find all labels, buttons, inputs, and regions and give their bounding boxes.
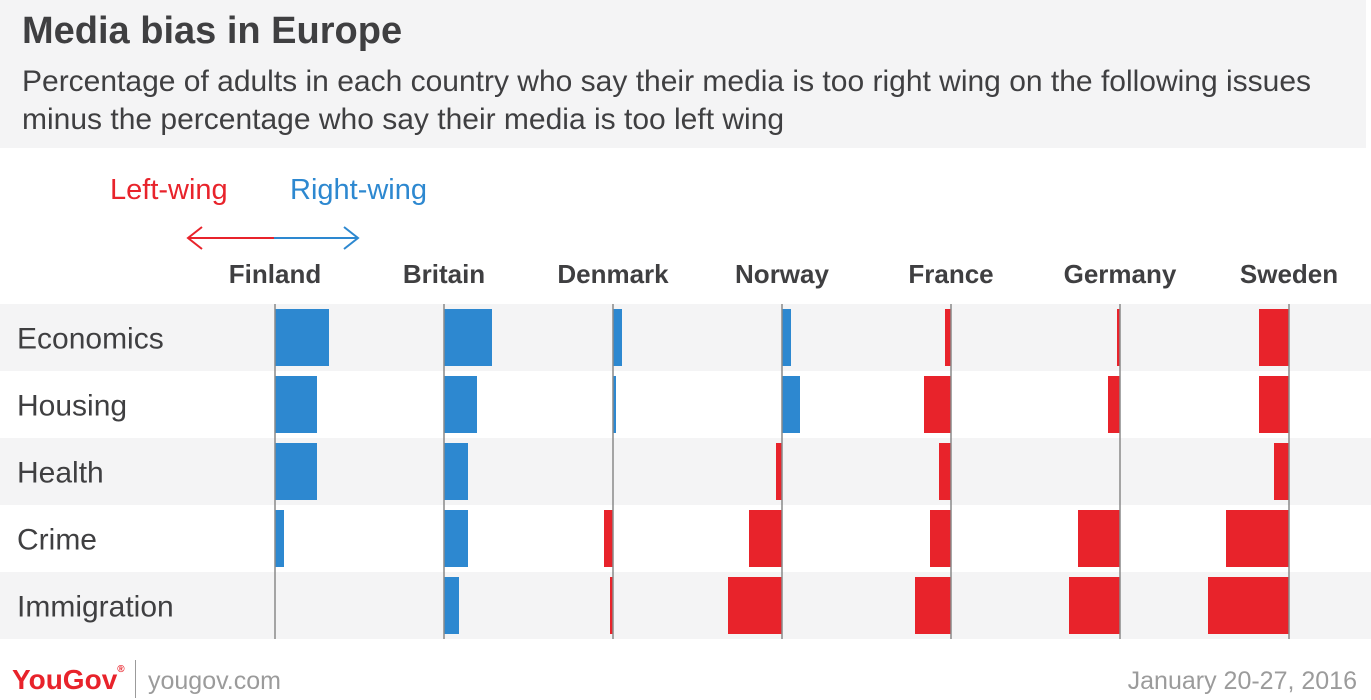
bar-norway-housing	[782, 376, 800, 433]
bar-britain-housing	[444, 376, 477, 433]
row-band	[0, 371, 1371, 438]
country-label-finland: Finland	[229, 259, 321, 289]
bar-france-immigration	[915, 577, 951, 634]
bar-britain-crime	[444, 510, 468, 567]
bar-denmark-crime	[604, 510, 613, 567]
header-panel: Media bias in Europe Percentage of adult…	[0, 0, 1366, 148]
bar-norway-health	[776, 443, 782, 500]
country-label-germany: Germany	[1064, 259, 1177, 289]
bar-sweden-health	[1274, 443, 1289, 500]
bar-sweden-crime	[1226, 510, 1289, 567]
bar-denmark-economics	[613, 309, 622, 366]
row-label-crime: Crime	[17, 524, 97, 557]
chart-title: Media bias in Europe	[22, 10, 403, 52]
bar-france-economics	[945, 309, 951, 366]
legend-left-wing-label: Left-wing	[110, 174, 228, 206]
bar-britain-economics	[444, 309, 492, 366]
country-label-sweden: Sweden	[1240, 259, 1338, 289]
row-band	[0, 304, 1371, 371]
bar-france-crime	[930, 510, 951, 567]
bar-britain-health	[444, 443, 468, 500]
row-label-immigration: Immigration	[17, 591, 174, 624]
bar-norway-crime	[749, 510, 782, 567]
bar-germany-housing	[1108, 376, 1120, 433]
footer-date: January 20-27, 2016	[1127, 667, 1357, 695]
row-band	[0, 572, 1371, 639]
bar-sweden-economics	[1259, 309, 1289, 366]
bar-denmark-housing	[613, 376, 616, 433]
bar-finland-economics	[275, 309, 329, 366]
row-label-economics: Economics	[17, 323, 164, 356]
country-label-france: France	[908, 259, 993, 289]
bar-germany-crime	[1078, 510, 1120, 567]
legend-right-wing-label: Right-wing	[290, 174, 427, 206]
bar-finland-housing	[275, 376, 317, 433]
country-label-norway: Norway	[735, 259, 829, 289]
bar-germany-economics	[1117, 309, 1120, 366]
bar-denmark-immigration	[610, 577, 613, 634]
bar-france-health	[939, 443, 951, 500]
bar-finland-crime	[275, 510, 284, 567]
bar-norway-immigration	[728, 577, 782, 634]
row-band	[0, 438, 1371, 505]
footer-site: yougov.com	[148, 667, 281, 695]
yougov-logo: YouGov®	[12, 664, 125, 696]
bar-sweden-housing	[1259, 376, 1289, 433]
footer-divider	[135, 660, 136, 698]
legend-arrows-icon	[186, 226, 360, 250]
bar-norway-economics	[782, 309, 791, 366]
country-label-britain: Britain	[403, 259, 485, 289]
bar-britain-immigration	[444, 577, 459, 634]
row-label-health: Health	[17, 457, 104, 490]
bar-germany-immigration	[1069, 577, 1120, 634]
trademark-symbol: ®	[117, 664, 125, 675]
row-band	[0, 505, 1371, 572]
chart-subtitle: Percentage of adults in each country who…	[22, 65, 1312, 136]
bar-france-housing	[924, 376, 951, 433]
row-label-housing: Housing	[17, 390, 127, 423]
bar-sweden-immigration	[1208, 577, 1289, 634]
country-label-denmark: Denmark	[557, 259, 669, 289]
bar-finland-health	[275, 443, 317, 500]
brand-name: YouGov	[12, 664, 118, 695]
